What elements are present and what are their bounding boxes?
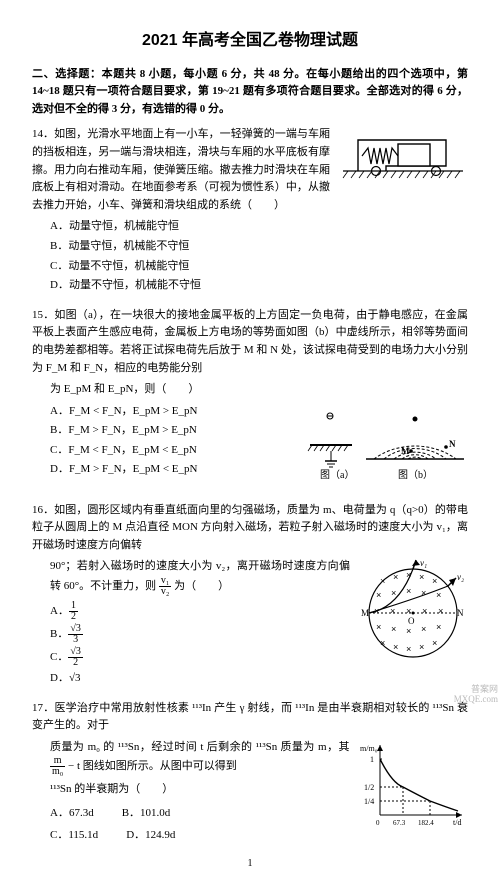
svg-text:×: ×: [380, 639, 385, 649]
q17-options: A．67.3d B．101.0d: [32, 803, 350, 825]
question-16: 16．如图，圆形区域内有垂直纸面向里的匀强磁场，质量为 m、电荷量为 q（q>0…: [32, 502, 468, 690]
q16-number: 16．: [32, 504, 54, 516]
q16-frac: v₁v₂: [159, 576, 172, 597]
svg-text:×: ×: [391, 625, 396, 635]
q14-figure: [338, 126, 468, 193]
q15-number: 15．: [32, 309, 54, 321]
svg-text:×: ×: [406, 587, 411, 597]
svg-text:×: ×: [422, 607, 427, 617]
q15-fig-b-label: 图（b）: [398, 469, 433, 481]
q17-opt-a: A．67.3d: [50, 805, 94, 823]
watermark-line2: MXQE.com: [454, 695, 498, 705]
q17-figure: m/m₀ t/d 1 1/2 1/4 0 67.3 182.4: [358, 739, 468, 836]
q17-stem1-text: 医学治疗中常用放射性核素 ¹¹³In 产生 γ 射线，而 ¹¹³In 是由半衰期…: [32, 702, 468, 732]
q14-opt-c: C．动量不守恒，机械能守恒: [50, 258, 468, 276]
svg-text:M: M: [361, 608, 369, 618]
question-15: 15．如图（a），在一块很大的接地金属平板的上方固定一负电荷，由于静电感应，在金…: [32, 307, 468, 492]
q16-figure: ××××× ××××× ××××× ××××× ××××× M N O v₁ v…: [358, 558, 468, 675]
svg-text:1/2: 1/2: [364, 783, 374, 792]
svg-text:×: ×: [376, 591, 381, 601]
svg-text:×: ×: [376, 623, 381, 633]
section-instructions: 二、选择题：本题共 8 小题，每小题 6 分，共 48 分。在每小题给出的四个选…: [32, 66, 468, 119]
q15-fig-a-label: 图（a）: [320, 469, 354, 481]
svg-text:0: 0: [376, 819, 380, 827]
svg-text:×: ×: [419, 643, 424, 653]
svg-text:v₁: v₁: [420, 558, 427, 568]
watermark: 普案网 MXQE.com: [454, 685, 498, 705]
svg-text:×: ×: [438, 607, 443, 617]
svg-text:182.4: 182.4: [418, 819, 434, 827]
svg-text:M: M: [401, 446, 410, 456]
svg-text:×: ×: [380, 577, 385, 587]
exam-title: 2021 年高考全国乙卷物理试题: [32, 28, 468, 54]
svg-text:×: ×: [421, 625, 426, 635]
q17-frac: mm₀: [50, 756, 65, 777]
svg-text:×: ×: [393, 573, 398, 583]
svg-text:×: ×: [436, 591, 441, 601]
svg-text:m/m₀: m/m₀: [360, 744, 378, 753]
svg-text:×: ×: [432, 577, 437, 587]
svg-text:×: ×: [436, 623, 441, 633]
q14-number: 14．: [32, 128, 54, 140]
question-17: 17．医学治疗中常用放射性核素 ¹¹³In 产生 γ 射线，而 ¹¹³In 是由…: [32, 700, 468, 847]
q15-figure: 图（a） M N 图（b）: [298, 381, 468, 488]
q17-stem1: 17．医学治疗中常用放射性核素 ¹¹³In 产生 γ 射线，而 ¹¹³In 是由…: [32, 700, 468, 735]
q16-stem: 16．如图，圆形区域内有垂直纸面向里的匀强磁场，质量为 m、电荷量为 q（q>0…: [32, 502, 468, 555]
q15-stem: 15．如图（a），在一块很大的接地金属平板的上方固定一负电荷，由于静电感应，在金…: [32, 307, 468, 377]
q14-opt-d: D．动量不守恒，机械能不守恒: [50, 277, 468, 295]
q14-opt-a: A．动量守恒，机械能守恒: [50, 218, 468, 236]
q14-stem-text: 如图，光滑水平地面上有一小车，一轻弹簧的一端与车厢的挡板相连，另一端与滑块相连，…: [32, 128, 330, 210]
svg-text:t/d: t/d: [453, 818, 461, 827]
svg-text:1: 1: [370, 755, 374, 764]
svg-text:O: O: [408, 616, 415, 626]
q15-stem-text: 如图（a），在一块很大的接地金属平板的上方固定一负电荷，由于静电感应，在金属平板…: [32, 309, 468, 374]
q17-opt-d: D．124.9d: [126, 827, 175, 845]
page-number: 1: [32, 856, 468, 872]
svg-text:v₂: v₂: [457, 572, 464, 582]
q16-stem2b: 为（ ）: [174, 580, 229, 592]
q17-opt-b: B．101.0d: [122, 805, 171, 823]
svg-text:×: ×: [390, 607, 395, 617]
svg-text:×: ×: [406, 645, 411, 655]
svg-text:×: ×: [419, 573, 424, 583]
svg-text:67.3: 67.3: [393, 819, 406, 827]
q17-opt-c: C．115.1d: [50, 827, 98, 845]
svg-text:N: N: [457, 608, 464, 618]
q17-options-2: C．115.1d D．124.9d: [32, 825, 350, 847]
svg-text:N: N: [449, 439, 456, 449]
q14-options: A．动量守恒，机械能守恒 B．动量守恒，机械能不守恒 C．动量不守恒，机械能守恒…: [32, 218, 468, 294]
svg-text:×: ×: [406, 627, 411, 637]
svg-text:×: ×: [432, 639, 437, 649]
q16-stem1-text: 如图，圆形区域内有垂直纸面向里的匀强磁场，质量为 m、电荷量为 q（q>0）的带…: [32, 504, 468, 551]
q14-opt-b: B．动量守恒，机械能不守恒: [50, 238, 468, 256]
q17-number: 17．: [32, 702, 54, 714]
svg-text:1/4: 1/4: [364, 797, 374, 806]
question-14: 14．如图，光滑水平地面上有一小车，一轻弹簧的一端与车厢的挡板相连，另一端与滑块…: [32, 126, 468, 296]
svg-text:×: ×: [393, 643, 398, 653]
